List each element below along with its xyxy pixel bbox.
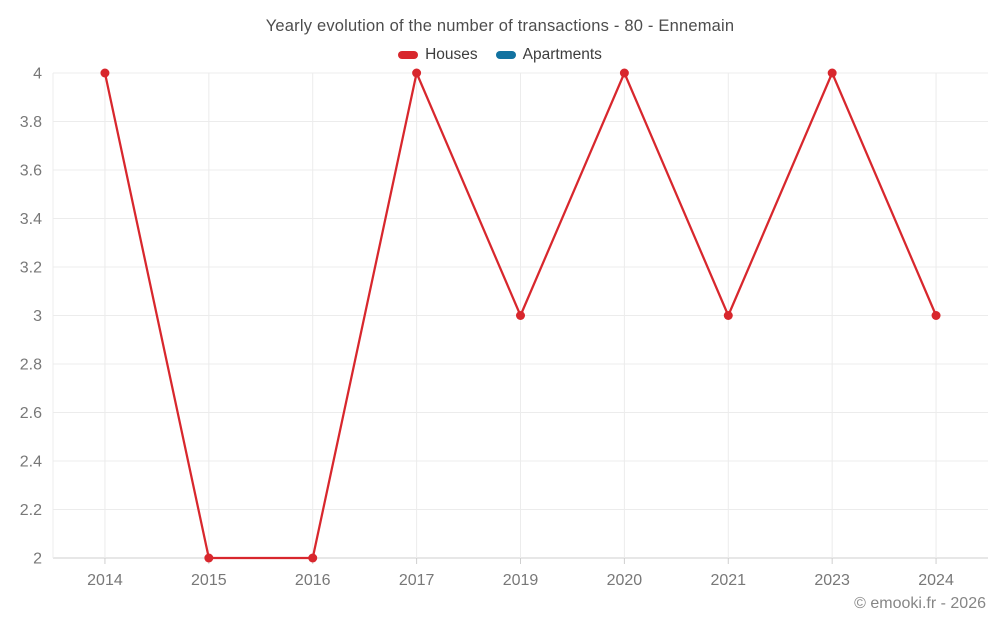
y-tick-label: 2 <box>33 551 42 568</box>
y-axis-labels: 2 2.2 2.4 2.6 2.8 3 3.2 3.4 3.6 3.8 4 <box>20 66 42 568</box>
x-tick-label: 2020 <box>607 572 643 589</box>
legend-item-apartments[interactable]: Apartments <box>495 46 602 64</box>
data-point[interactable] <box>723 311 733 320</box>
data-point[interactable] <box>619 68 629 78</box>
y-tick-label: 3 <box>33 308 42 325</box>
data-point[interactable] <box>931 311 941 320</box>
x-tick-label: 2014 <box>87 572 123 589</box>
y-tick-label: 2.6 <box>20 405 42 422</box>
y-tick-label: 3.6 <box>20 163 42 180</box>
chart-legend: Houses Apartments <box>0 46 1000 64</box>
houses-series <box>100 68 941 563</box>
data-point[interactable] <box>827 68 837 78</box>
y-tick-label: 2.4 <box>20 454 42 471</box>
x-tick-label: 2021 <box>710 572 746 589</box>
apartments-legend-swatch-icon <box>495 51 516 59</box>
x-tick-label: 2015 <box>191 572 227 589</box>
y-tick-label: 4 <box>33 66 42 83</box>
x-tick-label: 2024 <box>918 572 954 589</box>
y-tick-label: 3.8 <box>20 114 42 131</box>
data-point[interactable] <box>412 68 422 78</box>
data-point[interactable] <box>308 553 318 563</box>
x-tick-label: 2019 <box>503 572 539 589</box>
x-tick-label: 2016 <box>295 572 331 589</box>
copyright-credit: © emooki.fr - 2026 <box>854 595 986 612</box>
legend-label-houses: Houses <box>425 46 478 63</box>
y-tick-label: 3.4 <box>20 211 42 228</box>
legend-label-apartments: Apartments <box>522 46 602 63</box>
legend-item-houses[interactable]: Houses <box>398 46 478 64</box>
houses-legend-swatch-icon <box>398 51 419 59</box>
y-tick-label: 3.2 <box>20 260 42 277</box>
data-point[interactable] <box>100 68 110 78</box>
y-tick-label: 2.8 <box>20 357 42 374</box>
x-axis-labels: 2014 2015 2016 2017 2019 2020 2021 2023 2024 <box>87 572 954 589</box>
y-tick-label: 2.2 <box>20 502 42 519</box>
x-tick-label: 2017 <box>399 572 435 589</box>
x-tick-label: 2023 <box>814 572 850 589</box>
chart-title: Yearly evolution of the number of transa… <box>265 17 735 35</box>
data-point[interactable] <box>516 311 525 320</box>
data-point[interactable] <box>204 553 214 563</box>
